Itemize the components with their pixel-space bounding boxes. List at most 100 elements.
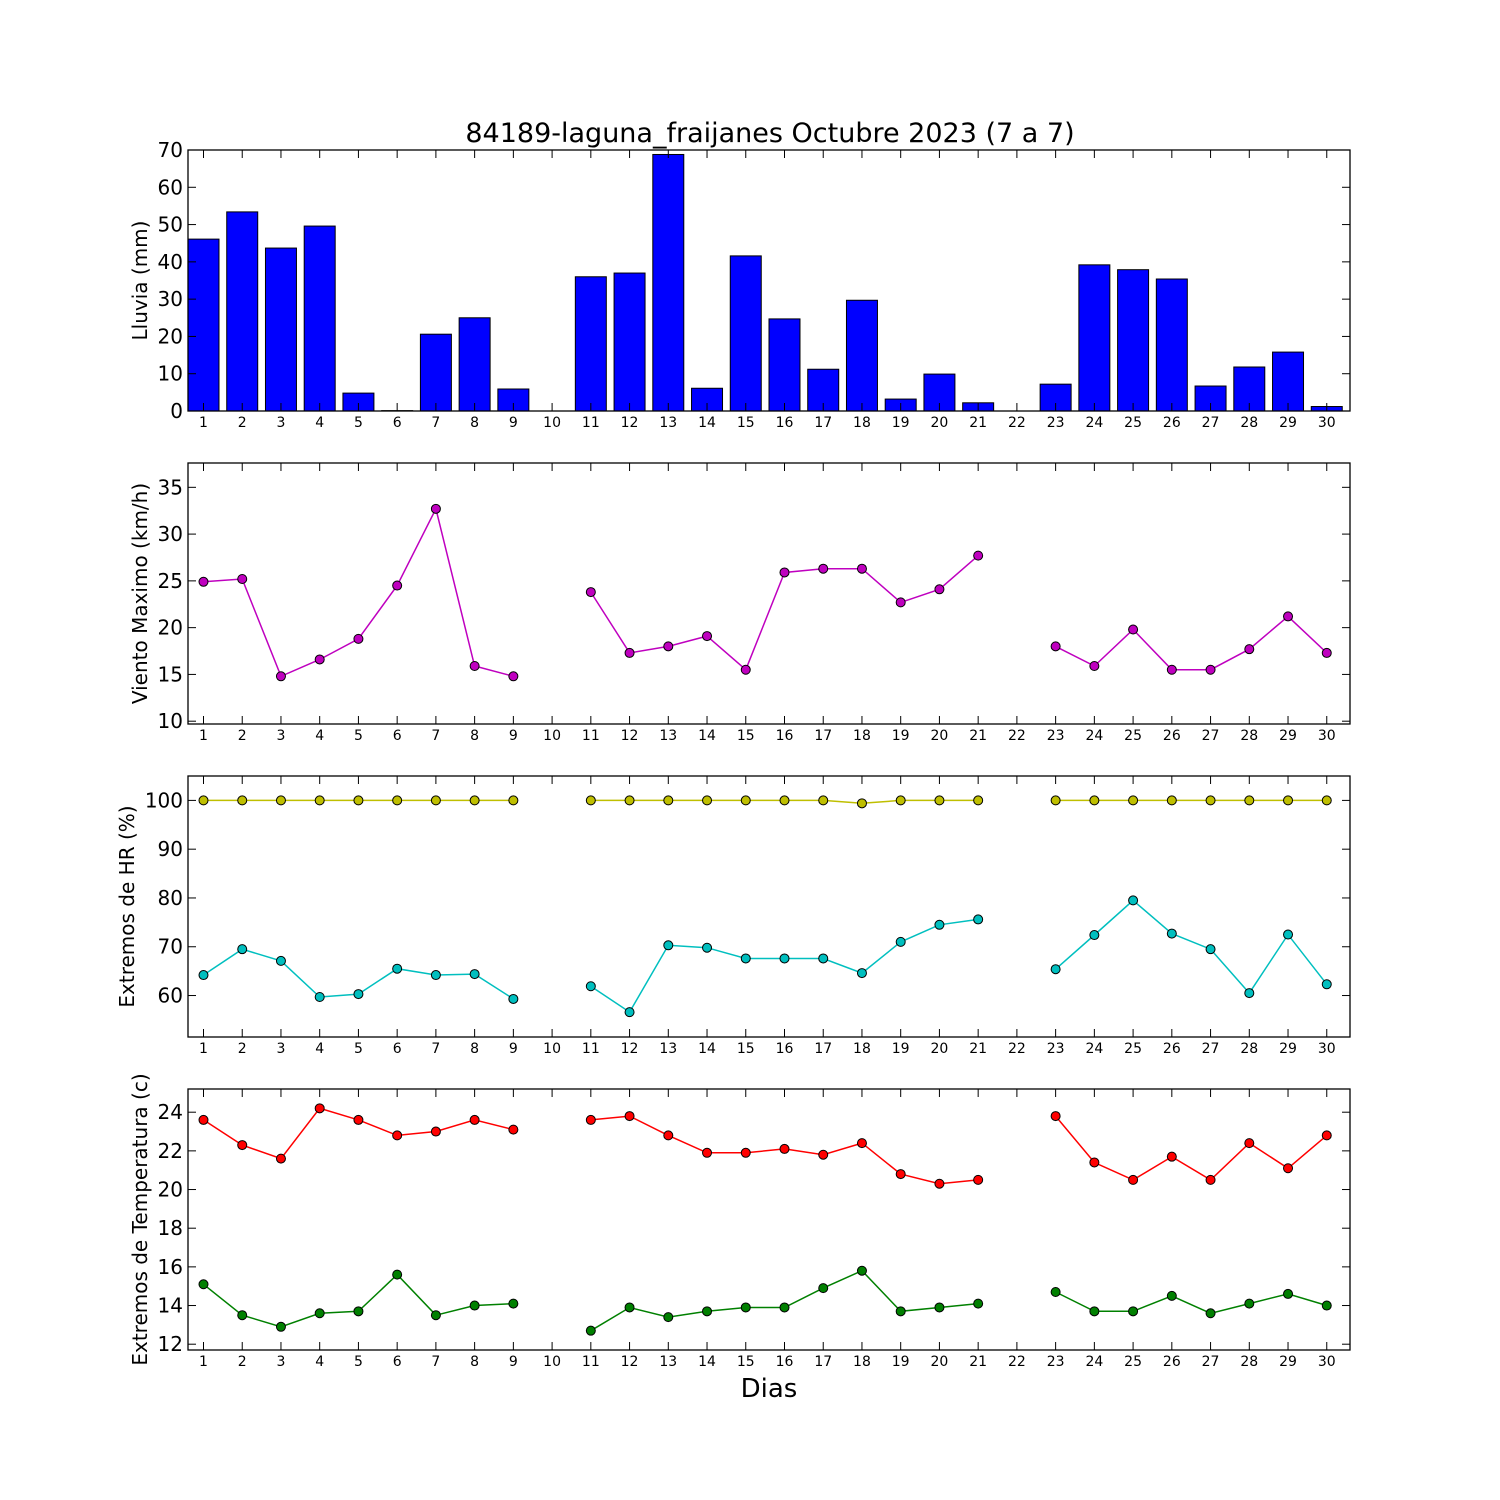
- y-tick-label: 80: [158, 886, 183, 910]
- series-0-point-day-24: [1089, 661, 1100, 671]
- series-1-point-day-3: [275, 955, 286, 966]
- series-0-point-day-4: [314, 795, 325, 806]
- axes-frame: [187, 462, 1351, 725]
- y-tick-label: 18: [158, 1216, 183, 1240]
- series-0-point-day-1: [198, 1114, 209, 1125]
- series-1-point-day-20: [934, 1302, 945, 1313]
- series-1-point-day-8: [469, 969, 480, 980]
- series-1-point-day-14: [702, 1306, 713, 1317]
- series-0-point-day-25: [1128, 1174, 1139, 1185]
- series-0-point-day-3: [275, 1153, 286, 1164]
- series-0-point-day-28: [1244, 644, 1255, 655]
- x-tick-label: 20: [931, 1041, 949, 1057]
- series-1-point-day-13: [663, 1312, 674, 1323]
- series-0-point-day-15: [740, 1147, 751, 1158]
- series-1-point-day-13: [663, 940, 674, 951]
- series-1-point-day-1: [198, 970, 209, 981]
- series-1-point-day-3: [275, 1321, 286, 1332]
- x-tick-label: 6: [393, 1354, 402, 1370]
- series-0-point-day-18: [856, 563, 867, 574]
- series-1-point-day-28: [1244, 1298, 1255, 1309]
- series-0-point-day-23: [1050, 795, 1061, 806]
- x-tick-label: 14: [698, 1041, 716, 1057]
- series-0-point-day-7: [430, 503, 441, 514]
- series-1-point-day-7: [430, 1310, 441, 1321]
- x-tick-label: 17: [814, 415, 832, 431]
- series-0-point-day-13: [663, 795, 674, 806]
- x-tick-label: 16: [776, 728, 794, 744]
- y-tick-label: 50: [158, 213, 183, 237]
- series-1-point-day-15: [740, 1302, 751, 1313]
- series-1-point-day-1: [198, 1279, 209, 1290]
- x-tick-label: 11: [582, 728, 600, 744]
- x-tick-label: 16: [776, 1354, 794, 1370]
- series-0-point-day-1: [198, 795, 209, 806]
- series-1-point-day-7: [430, 970, 441, 981]
- x-tick-label: 21: [969, 415, 987, 431]
- series-0-point-day-14: [702, 795, 713, 806]
- y-tick-label: 30: [158, 287, 183, 311]
- x-tick-label: 19: [892, 415, 910, 431]
- series-0-point-day-14: [702, 1147, 713, 1158]
- x-tick-label: 2: [238, 728, 247, 744]
- bar-day-7: [419, 333, 452, 412]
- series-1-point-day-5: [353, 1306, 364, 1317]
- x-axis-label: Dias: [741, 1374, 798, 1404]
- x-tick-label: 29: [1279, 1041, 1297, 1057]
- series-0-point-day-2: [237, 574, 248, 584]
- bar-day-26: [1155, 278, 1188, 412]
- series-0-point-day-18: [856, 798, 867, 809]
- series-0-point-day-12: [624, 795, 635, 806]
- y-tick-label: 70: [158, 935, 183, 959]
- y-axis-label: Viento Maximo (km/h): [128, 483, 152, 704]
- x-tick-label: 23: [1047, 1041, 1065, 1057]
- x-tick-label: 4: [315, 1354, 324, 1370]
- y-tick-label: 20: [158, 616, 183, 640]
- series-0-point-day-20: [934, 584, 945, 595]
- series-0-point-day-17: [818, 1149, 829, 1160]
- x-tick-label: 18: [853, 1354, 871, 1370]
- series-1-point-day-19: [895, 1306, 906, 1317]
- x-tick-label: 18: [853, 415, 871, 431]
- y-tick-label: 25: [158, 569, 183, 593]
- x-tick-label: 1: [199, 728, 208, 744]
- y-tick-label: 14: [158, 1294, 183, 1318]
- y-tick-label: 10: [158, 362, 183, 386]
- series-0-point-day-5: [353, 1114, 364, 1125]
- x-tick-label: 17: [814, 1354, 832, 1370]
- series-0-point-day-27: [1205, 1174, 1216, 1185]
- series-0-point-day-19: [895, 597, 906, 608]
- series-0-point-day-30: [1321, 647, 1332, 658]
- x-tick-label: 14: [698, 415, 716, 431]
- x-tick-label: 1: [199, 1354, 208, 1370]
- x-tick-label: 9: [509, 415, 518, 431]
- y-tick-label: 24: [158, 1100, 183, 1124]
- x-tick-label: 22: [1008, 1041, 1026, 1057]
- x-tick-label: 20: [931, 728, 949, 744]
- x-tick-label: 2: [238, 1041, 247, 1057]
- x-tick-label: 27: [1202, 1041, 1220, 1057]
- series-1-point-day-15: [740, 953, 751, 964]
- x-tick-label: 15: [737, 1041, 755, 1057]
- series-1-point-day-16: [779, 953, 790, 964]
- series-0-point-day-1: [198, 576, 209, 587]
- plot-area: [188, 1089, 1350, 1350]
- series-1-point-day-6: [392, 1269, 403, 1280]
- series-0-point-day-2: [237, 1140, 248, 1151]
- x-tick-label: 25: [1124, 415, 1142, 431]
- series-1-point-day-2: [237, 944, 248, 955]
- series-0-point-day-11: [585, 795, 596, 806]
- x-tick-label: 26: [1163, 415, 1181, 431]
- x-tick-label: 17: [814, 728, 832, 744]
- series-1-point-day-26: [1166, 1290, 1177, 1301]
- bar-day-1: [187, 238, 220, 412]
- series-0-point-day-15: [740, 664, 751, 675]
- series-0-point-day-21: [973, 1174, 984, 1185]
- x-tick-label: 12: [621, 1041, 639, 1057]
- series-1-point-day-5: [353, 989, 364, 1000]
- bar-day-15: [729, 255, 762, 412]
- series-0-point-day-28: [1244, 795, 1255, 806]
- x-tick-label: 7: [431, 728, 440, 744]
- plot-area: [188, 463, 1350, 724]
